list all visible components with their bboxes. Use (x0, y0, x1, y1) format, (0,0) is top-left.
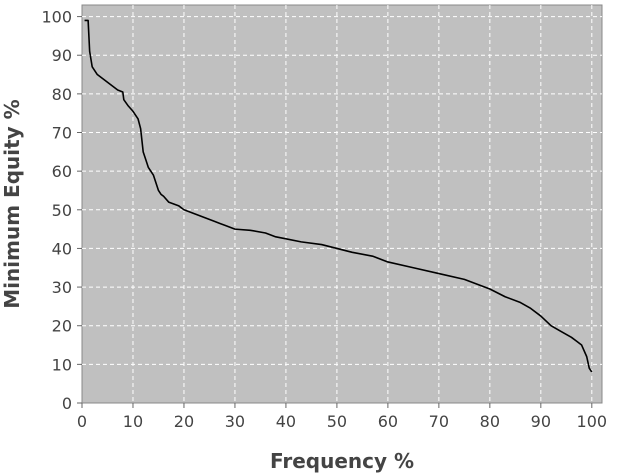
y-tick-label-20: 20 (52, 317, 72, 336)
x-tick-label-70: 70 (429, 412, 449, 431)
grid-lines (82, 5, 602, 403)
x-tick-label-0: 0 (77, 412, 87, 431)
x-axis: 0 10 20 30 40 50 60 70 80 90 100 (77, 403, 607, 431)
plot-area (81, 4, 603, 404)
y-tick-label-10: 10 (52, 355, 72, 374)
x-tick-label-50: 50 (327, 412, 347, 431)
x-tick-label-90: 90 (531, 412, 551, 431)
x-tick-label-10: 10 (123, 412, 143, 431)
x-tick-label-60: 60 (378, 412, 398, 431)
y-tick-label-80: 80 (52, 85, 72, 104)
y-tick-label-50: 50 (52, 201, 72, 220)
x-tick-label-100: 100 (577, 412, 608, 431)
y-tick-label-100: 100 (41, 8, 72, 27)
series-line-minimum-equity (84, 19, 593, 373)
x-axis-title: Frequency % (270, 449, 414, 473)
y-tick-label-90: 90 (52, 46, 72, 65)
y-tick-label-70: 70 (52, 124, 72, 143)
y-tick-label-0: 0 (62, 394, 72, 413)
y-axis: 0 10 20 30 40 50 60 70 80 90 100 (41, 8, 82, 413)
y-tick-label-60: 60 (52, 162, 72, 181)
y-tick-label-30: 30 (52, 278, 72, 297)
y-tick-label-40: 40 (52, 239, 72, 258)
x-tick-label-40: 40 (276, 412, 296, 431)
x-tick-label-30: 30 (225, 412, 245, 431)
x-tick-label-80: 80 (480, 412, 500, 431)
y-axis-title: Minimum Equity % (0, 99, 24, 308)
x-tick-label-20: 20 (174, 412, 194, 431)
